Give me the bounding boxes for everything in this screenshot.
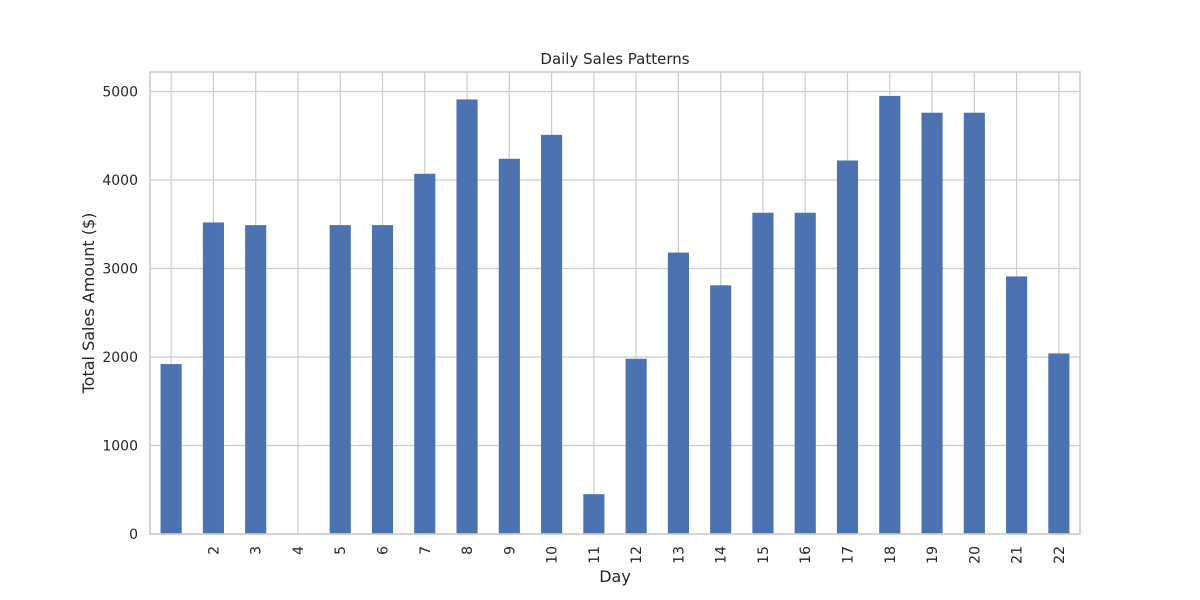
x-tick-label: 15 bbox=[756, 546, 772, 564]
bar-day-5 bbox=[329, 225, 351, 535]
x-tick-label: 9 bbox=[502, 546, 518, 555]
y-axis-label: Total Sales Amount ($) bbox=[79, 213, 98, 395]
x-tick-labels: 2 3 4 5 6 7 8 9 10 11 12 13 14 15 16 17 18 19 20 21 22 bbox=[206, 546, 1067, 564]
bars bbox=[160, 95, 1070, 535]
x-tick-label: 21 bbox=[1010, 546, 1026, 564]
x-tick-label: 16 bbox=[798, 546, 814, 564]
x-tick-label: 22 bbox=[1052, 546, 1068, 564]
bar-day-21 bbox=[1006, 276, 1028, 534]
bar-day-8 bbox=[456, 99, 478, 535]
x-tick-label: 13 bbox=[671, 546, 687, 564]
bar-day-10 bbox=[541, 134, 563, 534]
bar-day-1 bbox=[160, 364, 182, 534]
bar-day-12 bbox=[625, 358, 647, 534]
x-tick-label: 7 bbox=[418, 546, 434, 555]
bar-day-2 bbox=[202, 222, 224, 534]
bar-day-22 bbox=[1048, 353, 1070, 534]
bar-day-20 bbox=[963, 112, 985, 534]
x-tick-label: 8 bbox=[460, 546, 476, 555]
bar-day-13 bbox=[667, 252, 689, 534]
x-tick-label: 12 bbox=[629, 546, 645, 564]
bar-day-11 bbox=[583, 494, 605, 534]
plot-frame bbox=[149, 71, 1081, 535]
x-tick-label: 6 bbox=[376, 546, 392, 555]
y-tick-label: 3000 bbox=[102, 261, 138, 277]
bar-day-9 bbox=[498, 158, 520, 534]
y-tick-label: 5000 bbox=[102, 84, 138, 100]
x-tick-label: 10 bbox=[545, 546, 561, 564]
x-tick-label: 17 bbox=[841, 546, 857, 564]
y-tick-labels: 0 1000 2000 3000 4000 5000 bbox=[102, 84, 138, 543]
x-tick-label: 14 bbox=[714, 546, 730, 564]
x-tick-label: 11 bbox=[587, 546, 603, 564]
x-tick-label: 3 bbox=[249, 546, 265, 555]
y-tick-label: 1000 bbox=[102, 438, 138, 454]
bar-day-7 bbox=[414, 173, 436, 534]
bar-day-15 bbox=[752, 212, 774, 535]
x-tick-label: 4 bbox=[291, 546, 307, 555]
y-tick-label: 4000 bbox=[102, 173, 138, 189]
bar-day-19 bbox=[921, 112, 943, 534]
y-tick-label: 2000 bbox=[102, 350, 138, 366]
bar-day-14 bbox=[710, 285, 732, 534]
x-tick-label: 18 bbox=[883, 546, 899, 564]
x-tick-label: 19 bbox=[925, 546, 941, 564]
x-tick-label: 20 bbox=[967, 546, 983, 564]
bar-day-3 bbox=[245, 225, 267, 535]
x-tick-label: 2 bbox=[206, 546, 222, 555]
bar-day-6 bbox=[371, 225, 394, 535]
y-tick-label: 0 bbox=[129, 527, 138, 543]
chart-title: Daily Sales Patterns bbox=[540, 50, 689, 68]
x-axis-label: Day bbox=[599, 567, 631, 586]
bar-day-18 bbox=[879, 95, 901, 535]
bar-day-17 bbox=[836, 160, 859, 535]
x-tick-label: 5 bbox=[333, 546, 349, 555]
bar-day-16 bbox=[794, 212, 816, 535]
